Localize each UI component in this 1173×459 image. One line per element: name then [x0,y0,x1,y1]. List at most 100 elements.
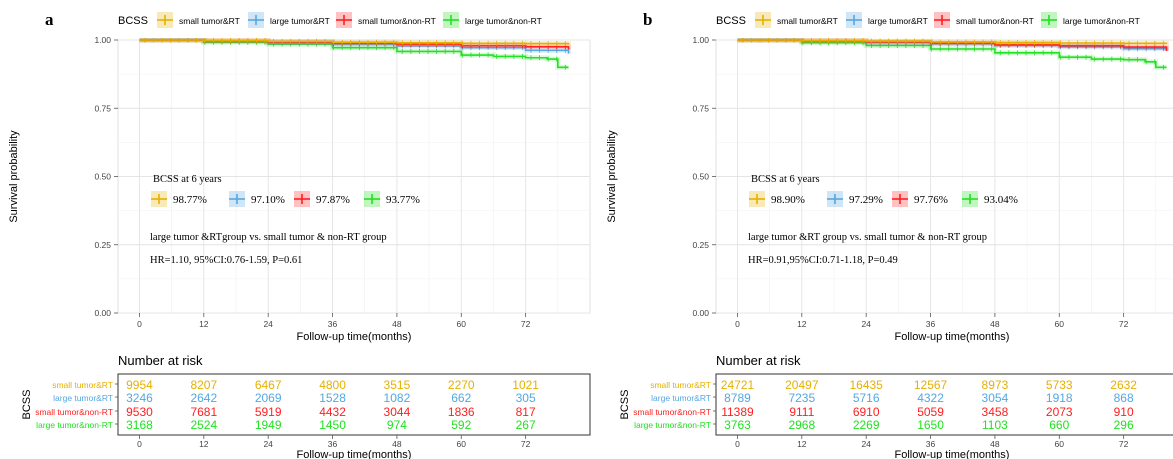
risk-row-label-large-tumor-rt: large tumor&RT [651,393,711,403]
panel-a: a BCSS small tumor&RT large tumor&RT small t… [8,10,591,459]
risk-cell: 305 [516,391,536,405]
x-tick-label: 0 [735,319,740,329]
risk-cell: 296 [1114,418,1134,432]
risk-x-tick-label: 0 [137,439,142,449]
y-tick-label: 0.25 [94,240,111,250]
annotation-key-large-tumor-rt [827,191,843,207]
risk-cell: 2069 [255,391,282,405]
annotation-key-large-tumor-non-rt [962,191,978,207]
y-axis-title: Survival probability [8,130,20,223]
legend-label-large-tumor-non-rt: large tumor&non-RT [465,16,542,26]
risk-cell: 660 [1049,418,1069,432]
legend-key-small-tumor-rt [755,12,771,28]
x-tick-label: 36 [926,319,936,329]
six-year-value-small-tumor-rt: 98.77% [173,194,207,206]
risk-cell: 1103 [982,418,1008,432]
legend-key-small-tumor-non-rt [934,12,950,28]
hr-text: HR=1.10, 95%CI:0.76-1.59, P=0.61 [150,255,302,266]
risk-cell: 4800 [319,378,346,392]
hr-text: HR=0.91,95%CI:0.71-1.18, P=0.49 [748,255,898,266]
six-year-value-large-tumor-rt: 97.10% [251,194,285,206]
risk-x-tick-label: 72 [1119,439,1129,449]
risk-cell: 3168 [126,418,153,432]
x-tick-label: 72 [1119,319,1129,329]
legend-label-large-tumor-rt: large tumor&RT [868,16,928,26]
y-tick-label: 1.00 [94,35,111,45]
risk-cell: 2269 [853,418,880,432]
risk-cell: 9530 [126,405,153,419]
legend-label-small-tumor-rt: small tumor&RT [179,16,240,26]
annotation-heading: BCSS at 6 years [751,174,820,185]
risk-cell: 2968 [788,418,815,432]
x-tick-label: 60 [457,319,467,329]
y-tick-label: 0.00 [692,308,709,318]
risk-cell: 8789 [724,391,751,405]
risk-row-label-small-tumor-non-rt: small tumor&non-RT [35,407,113,417]
annotation-key-small-tumor-non-rt [892,191,908,207]
risk-cell: 5919 [255,405,282,419]
legend-label-small-tumor-non-rt: small tumor&non-RT [358,16,436,26]
risk-cell: 4322 [917,391,944,405]
risk-cell: 1650 [917,418,944,432]
annotation-key-small-tumor-rt [749,191,765,207]
risk-cell: 20497 [785,378,819,392]
risk-x-tick-label: 60 [457,439,467,449]
y-tick-label: 0.25 [692,240,709,250]
legend-label-small-tumor-rt: small tumor&RT [777,16,838,26]
risk-cell: 1918 [1046,391,1073,405]
risk-cell: 267 [516,418,536,432]
risk-cell: 3763 [724,418,751,432]
risk-x-axis-title: Follow-up time(months) [895,449,1010,459]
x-tick-label: 12 [199,319,209,329]
risk-cell: 11389 [721,405,754,419]
risk-cell: 3246 [126,391,153,405]
x-axis-title: Follow-up time(months) [895,331,1010,343]
risk-cell: 1082 [384,391,411,405]
risk-cell: 4432 [319,405,346,419]
y-tick-label: 0.75 [94,103,111,113]
risk-cell: 5059 [917,405,944,419]
legend-label-small-tumor-non-rt: small tumor&non-RT [956,16,1034,26]
x-tick-label: 48 [990,319,1000,329]
six-year-value-large-tumor-rt: 97.29% [849,194,883,206]
risk-cell: 2073 [1046,405,1073,419]
x-tick-label: 48 [392,319,402,329]
six-year-value-large-tumor-non-rt: 93.77% [386,194,420,206]
risk-cell: 2270 [448,378,475,392]
risk-cell: 5733 [1046,378,1073,392]
risk-cell: 6910 [853,405,880,419]
risk-cell: 2642 [190,391,217,405]
panel-label: a [45,10,54,29]
risk-cell: 1949 [255,418,282,432]
risk-x-tick-label: 48 [392,439,402,449]
legend-key-large-tumor-rt [846,12,862,28]
risk-cell: 5716 [853,391,880,405]
panel-label: b [643,10,652,29]
legend-title: BCSS [118,15,148,27]
risk-cell: 1450 [319,418,346,432]
y-tick-label: 0.50 [692,172,709,182]
risk-cell: 1528 [319,391,346,405]
risk-cell: 1836 [448,405,475,419]
comparison-text: large tumor &RTgroup vs. small tumor & n… [150,232,387,243]
x-tick-label: 60 [1055,319,1065,329]
risk-row-label-small-tumor-non-rt: small tumor&non-RT [633,407,711,417]
x-tick-label: 72 [521,319,531,329]
risk-row-label-large-tumor-rt: large tumor&RT [53,393,113,403]
x-axis-title: Follow-up time(months) [297,331,412,343]
six-year-value-large-tumor-non-rt: 93.04% [984,194,1018,206]
risk-cell: 3044 [384,405,411,419]
legend-key-large-tumor-non-rt [1041,12,1057,28]
curves [737,38,1170,70]
annotation-key-small-tumor-non-rt [294,191,310,207]
risk-cell: 6467 [255,378,282,392]
risk-cell: 868 [1114,391,1134,405]
risk-x-axis-title: Follow-up time(months) [297,449,412,459]
risk-cell: 3054 [982,391,1009,405]
annotation-heading: BCSS at 6 years [153,174,222,185]
x-tick-label: 24 [861,319,871,329]
y-tick-label: 0.75 [692,103,709,113]
curves [139,38,572,70]
risk-x-tick-label: 72 [521,439,531,449]
